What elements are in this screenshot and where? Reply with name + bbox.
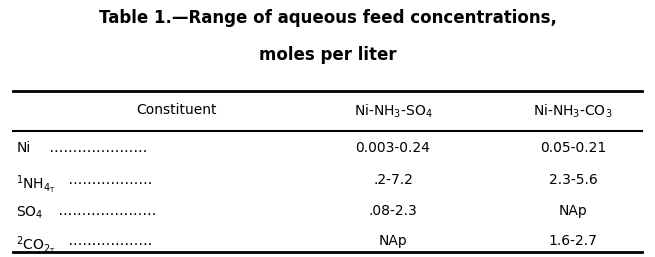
- Text: 0.05-0.21: 0.05-0.21: [540, 141, 607, 155]
- Text: .08-2.3: .08-2.3: [369, 204, 417, 218]
- Text: 1.6-2.7: 1.6-2.7: [549, 234, 597, 248]
- Text: ………………: ………………: [64, 173, 153, 187]
- Text: …………………: …………………: [54, 204, 156, 218]
- Text: 2.3-5.6: 2.3-5.6: [549, 173, 597, 187]
- Text: Ni-NH$_3$-CO$_3$: Ni-NH$_3$-CO$_3$: [533, 103, 613, 120]
- Text: NAp: NAp: [379, 234, 407, 248]
- Text: Ni-NH$_3$-SO$_4$: Ni-NH$_3$-SO$_4$: [354, 103, 432, 120]
- Text: .2-7.2: .2-7.2: [373, 173, 413, 187]
- Text: ………………: ………………: [64, 234, 153, 248]
- Text: NAp: NAp: [559, 204, 588, 218]
- Text: SO$_4$: SO$_4$: [16, 204, 44, 221]
- Text: $^1$NH$_{4_{\mathrm{T}}}$: $^1$NH$_{4_{\mathrm{T}}}$: [16, 173, 56, 196]
- Text: Ni: Ni: [16, 141, 31, 155]
- Text: Table 1.—Range of aqueous feed concentrations,: Table 1.—Range of aqueous feed concentra…: [98, 9, 557, 27]
- Text: moles per liter: moles per liter: [259, 46, 396, 64]
- Text: …………………: …………………: [45, 141, 147, 155]
- Text: 0.003-0.24: 0.003-0.24: [356, 141, 430, 155]
- Text: Constituent: Constituent: [137, 103, 217, 117]
- Text: $^2$CO$_{2_{\mathrm{T}}}$: $^2$CO$_{2_{\mathrm{T}}}$: [16, 234, 56, 256]
